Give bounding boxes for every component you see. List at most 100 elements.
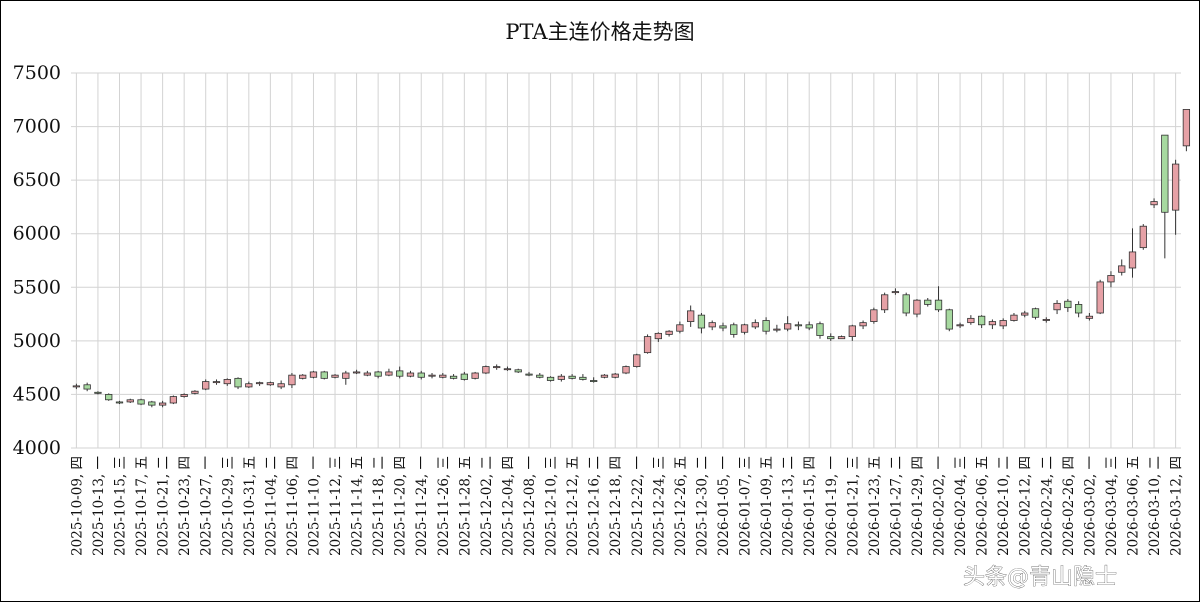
candle — [449, 374, 458, 380]
x-tick-label: 2025-11-06, 四 — [285, 456, 301, 556]
candle — [956, 322, 964, 328]
candle — [1074, 301, 1083, 318]
x-tick-label: 2025-10-21, 二 — [156, 456, 172, 556]
candle-body — [212, 381, 221, 384]
candle-body — [740, 324, 749, 333]
candle — [676, 321, 684, 334]
candle-body — [223, 379, 231, 385]
candle — [460, 371, 468, 381]
candle-body — [924, 299, 932, 305]
grid-lines — [71, 72, 1181, 449]
x-tick-label: 2025-10-09, 四 — [69, 456, 85, 556]
candle — [148, 400, 156, 408]
candle — [773, 324, 781, 333]
candle-body — [557, 375, 565, 380]
candle-body — [1096, 281, 1104, 314]
candle-body — [1107, 275, 1115, 283]
candle — [881, 292, 889, 313]
x-tick-label: 2026-02-26, 四 — [1061, 456, 1077, 556]
candle-body — [449, 375, 458, 379]
candle — [1064, 299, 1072, 312]
candle-body — [1031, 308, 1040, 318]
candle-body — [1128, 251, 1137, 269]
x-tick-label: 2026-02-10, 二 — [996, 456, 1012, 556]
x-tick-label: 2025-10-31, 五 — [242, 456, 258, 556]
candle — [870, 307, 878, 324]
candle-body — [633, 354, 641, 367]
candle — [277, 380, 285, 390]
candle — [654, 332, 662, 342]
candle-body — [180, 394, 188, 397]
candle — [837, 335, 846, 340]
x-tick-label: 2025-12-04, 四 — [500, 456, 516, 556]
candle-body — [115, 401, 124, 404]
x-tick-label: 2025-11-14, 五 — [350, 456, 366, 556]
candle-body — [536, 374, 544, 378]
candle-body — [158, 402, 167, 406]
candle-body — [859, 322, 867, 327]
candle-body — [191, 390, 199, 394]
y-tick-label: 7000 — [13, 116, 61, 138]
candle — [396, 366, 404, 379]
candle-body — [988, 321, 997, 326]
candle — [924, 298, 932, 307]
x-tick-label: 2025-12-26, 五 — [673, 456, 689, 556]
candle — [223, 378, 231, 386]
candle-body — [546, 376, 555, 381]
candle-body — [827, 336, 835, 340]
candle-body — [1074, 304, 1083, 314]
candle-body — [697, 314, 706, 329]
candle — [342, 370, 350, 385]
candle — [1042, 317, 1050, 323]
candle — [622, 365, 630, 375]
candle — [579, 374, 587, 381]
candle — [255, 381, 264, 386]
candle — [633, 353, 641, 368]
x-tick-label: 2025-11-10, 一 — [306, 456, 322, 556]
candle-body — [83, 384, 91, 390]
candle-body — [374, 371, 382, 377]
candle — [913, 299, 921, 318]
candle — [439, 373, 447, 379]
candle-body — [342, 372, 350, 379]
candle — [94, 391, 102, 395]
x-tick-label: 2025-10-27, 一 — [199, 456, 215, 556]
candle-body — [568, 375, 576, 379]
candle — [202, 379, 210, 391]
x-tick-label: 2025-10-17, 五 — [134, 456, 150, 556]
candle — [83, 382, 91, 392]
x-tick-label: 2026-03-06, 五 — [1126, 456, 1142, 556]
candle — [859, 320, 867, 330]
x-tick-label: 2026-01-09, 五 — [759, 456, 775, 556]
candle — [1021, 310, 1029, 318]
x-tick-label: 2025-10-23, 四 — [177, 456, 193, 556]
candle — [514, 368, 522, 373]
candle-body — [1053, 302, 1061, 311]
candle — [999, 318, 1007, 330]
candle-body — [299, 374, 307, 379]
candle — [115, 400, 124, 405]
y-tick-label: 6500 — [13, 169, 61, 191]
candle — [385, 368, 393, 377]
candle — [643, 334, 652, 354]
candles — [72, 109, 1191, 408]
candle — [1128, 228, 1137, 278]
candle — [740, 323, 749, 335]
y-tick-label: 6000 — [13, 223, 61, 245]
candle — [482, 365, 490, 375]
candle-body — [428, 374, 436, 377]
candle — [1161, 134, 1169, 259]
candle-body — [967, 317, 975, 324]
candle-body — [417, 372, 425, 378]
candle-body — [773, 328, 781, 331]
candle-body — [643, 336, 652, 354]
candle — [751, 319, 759, 330]
candle — [611, 373, 619, 379]
x-tick-label: 2025-11-28, 五 — [457, 456, 473, 556]
candle-body — [277, 383, 285, 388]
candle-body — [72, 385, 81, 388]
candle-body — [1118, 265, 1126, 273]
y-tick-label: 5500 — [13, 276, 61, 298]
candle-body — [385, 371, 393, 376]
